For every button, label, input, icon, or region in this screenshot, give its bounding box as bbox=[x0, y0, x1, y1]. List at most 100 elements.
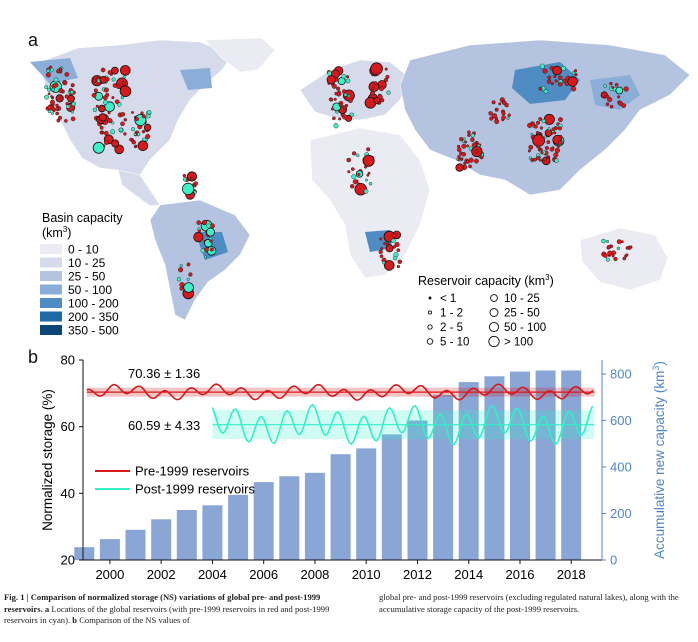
pre-1999-reservoir-marker bbox=[391, 232, 397, 238]
post-1999-reservoir-marker bbox=[44, 85, 49, 90]
post-1999-reservoir-marker bbox=[539, 63, 545, 69]
pre-1999-reservoir-marker bbox=[342, 114, 348, 120]
pre-1999-reservoir-marker bbox=[134, 117, 139, 122]
pre-1999-reservoir-marker bbox=[385, 244, 394, 253]
pre-1999-reservoir-marker bbox=[527, 149, 531, 153]
pre-1999-reservoir-marker bbox=[131, 111, 134, 114]
post-1999-reservoir-marker bbox=[203, 255, 207, 259]
pre-1999-reservoir-marker bbox=[120, 112, 126, 117]
right-y-tick-label: 600 bbox=[610, 413, 632, 428]
post-1999-reservoir-marker bbox=[543, 89, 549, 94]
basin-legend-swatch bbox=[40, 257, 62, 268]
post-1999-reservoir-marker bbox=[111, 121, 115, 125]
post-1999-reservoir-marker bbox=[206, 227, 215, 237]
basin-legend-unit: (km3) bbox=[42, 225, 71, 240]
pre-1999-reservoir-marker bbox=[99, 130, 103, 134]
pre-1999-reservoir-marker bbox=[603, 95, 607, 99]
pre-1999-reservoir-marker bbox=[347, 170, 351, 174]
pre-1999-reservoir-marker bbox=[50, 95, 53, 99]
pre-1999-reservoir-marker bbox=[488, 111, 493, 116]
caption-right: global pre- and post-1999 reservoirs (ex… bbox=[379, 592, 695, 615]
pre-1999-reservoir-marker bbox=[605, 94, 610, 99]
post-1999-reservoir-marker bbox=[470, 133, 475, 138]
pre-1999-reservoir-marker bbox=[455, 163, 464, 172]
pre-1999-reservoir-marker bbox=[114, 144, 124, 155]
pre-1999-reservoir-marker bbox=[468, 164, 472, 169]
pre-1999-reservoir-marker bbox=[45, 72, 51, 78]
post-1999-reservoir-marker bbox=[390, 238, 396, 244]
post-1999-reservoir-marker bbox=[571, 71, 576, 75]
pre-1999-reservoir-marker bbox=[350, 167, 355, 171]
chart-labels: Normalized storage (%) Accumulative new c… bbox=[40, 361, 667, 559]
pre-1999-reservoir-marker bbox=[58, 115, 63, 120]
capacity-bar bbox=[304, 472, 325, 560]
pre-1999-reservoir-marker bbox=[354, 182, 367, 196]
capacity-bar bbox=[176, 510, 197, 560]
pre-1999-reservoir-marker bbox=[143, 123, 152, 132]
post-1999-reservoir-marker bbox=[351, 174, 357, 180]
reservoir-legend-label: 1 - 2 bbox=[440, 308, 463, 320]
pre-1999-reservoir-marker bbox=[558, 75, 563, 81]
basin-legend-label: 100 - 200 bbox=[68, 297, 119, 311]
post-1999-reservoir-marker bbox=[51, 112, 54, 115]
map-landmasses bbox=[30, 37, 691, 321]
left-y-tick-label: 40 bbox=[61, 486, 75, 501]
pre-1999-reservoir-marker bbox=[570, 86, 577, 92]
pre-1999-reservoir-marker bbox=[474, 149, 479, 154]
post-1999-reservoir-marker bbox=[186, 277, 190, 281]
pre-1999-reservoir-marker bbox=[550, 82, 554, 86]
pre-1999-reservoir-marker bbox=[552, 65, 562, 76]
post-1999-reservoir-marker bbox=[392, 255, 398, 261]
pre-1999-reservoir-marker bbox=[107, 118, 113, 124]
pre-1999-reservoir-marker bbox=[468, 157, 474, 163]
pre-1999-reservoir-marker bbox=[396, 264, 400, 269]
pre-1999-reservoir-marker bbox=[618, 100, 624, 106]
capacity-bar bbox=[330, 454, 351, 560]
post-1999-reservoir-marker bbox=[341, 74, 347, 79]
pre-1999-reservoir-marker bbox=[193, 181, 198, 186]
post-1999-reservoir-marker bbox=[179, 264, 183, 268]
pre-1999-series-line bbox=[86, 383, 594, 401]
pre-1999-reservoir-marker bbox=[337, 90, 341, 94]
post-1999-reservoir-marker bbox=[601, 238, 606, 244]
pre-1999-reservoir-marker bbox=[140, 111, 144, 115]
reservoir-legend-marker bbox=[489, 308, 499, 317]
post-1999-reservoir-marker bbox=[347, 94, 351, 98]
basin-legend-label: 25 - 50 bbox=[68, 270, 106, 284]
pre-1999-reservoir-marker bbox=[98, 104, 106, 113]
post-1999-reservoir-marker bbox=[47, 87, 51, 92]
post-1999-reservoir-marker bbox=[65, 104, 71, 109]
pre-1999-reservoir-marker bbox=[103, 87, 109, 93]
x-tick-label: 2010 bbox=[352, 567, 381, 582]
pre-1999-reservoir-marker bbox=[494, 107, 499, 112]
pre-1999-reservoir-marker bbox=[64, 72, 70, 77]
pre-1999-reservoir-marker bbox=[536, 120, 541, 125]
pre-1999-reservoir-marker bbox=[606, 244, 611, 250]
pre-1999-reservoir-marker bbox=[371, 87, 375, 91]
capacity-bar bbox=[407, 420, 428, 560]
pre-1999-reservoir-marker bbox=[70, 116, 76, 122]
pre-1999-reservoir-marker bbox=[332, 116, 336, 121]
post-1999-reservoir-marker bbox=[554, 158, 559, 163]
pre-1999-reservoir-marker bbox=[203, 247, 209, 253]
post-1999-reservoir-marker bbox=[130, 127, 135, 132]
pre-1999-reservoir-marker bbox=[542, 68, 548, 74]
pre-1999-reservoir-marker bbox=[64, 119, 68, 123]
pre-1999-reservoir-marker bbox=[536, 155, 541, 161]
ns-lines bbox=[86, 383, 595, 446]
pre-1999-reservoir-marker bbox=[479, 155, 484, 160]
pre-1999-reservoir-marker bbox=[67, 94, 75, 103]
pre-1999-reservoir-marker bbox=[186, 171, 197, 182]
pre-1999-reservoir-marker bbox=[553, 74, 557, 78]
pre-1999-reservoir-marker bbox=[107, 70, 113, 75]
post-1999-reservoir-marker bbox=[46, 69, 51, 73]
capacity-bar bbox=[125, 529, 146, 560]
left-y-axis-title: Normalized storage (%) bbox=[40, 389, 55, 531]
pre-1999-reservoir-marker bbox=[190, 177, 194, 181]
landmass-africa bbox=[309, 127, 431, 279]
pre-1999-reservoir-marker bbox=[91, 92, 97, 98]
basin-dark-asia bbox=[512, 62, 580, 104]
pre-1999-reservoir-marker bbox=[377, 94, 383, 100]
panel-b-label: b bbox=[28, 347, 39, 367]
